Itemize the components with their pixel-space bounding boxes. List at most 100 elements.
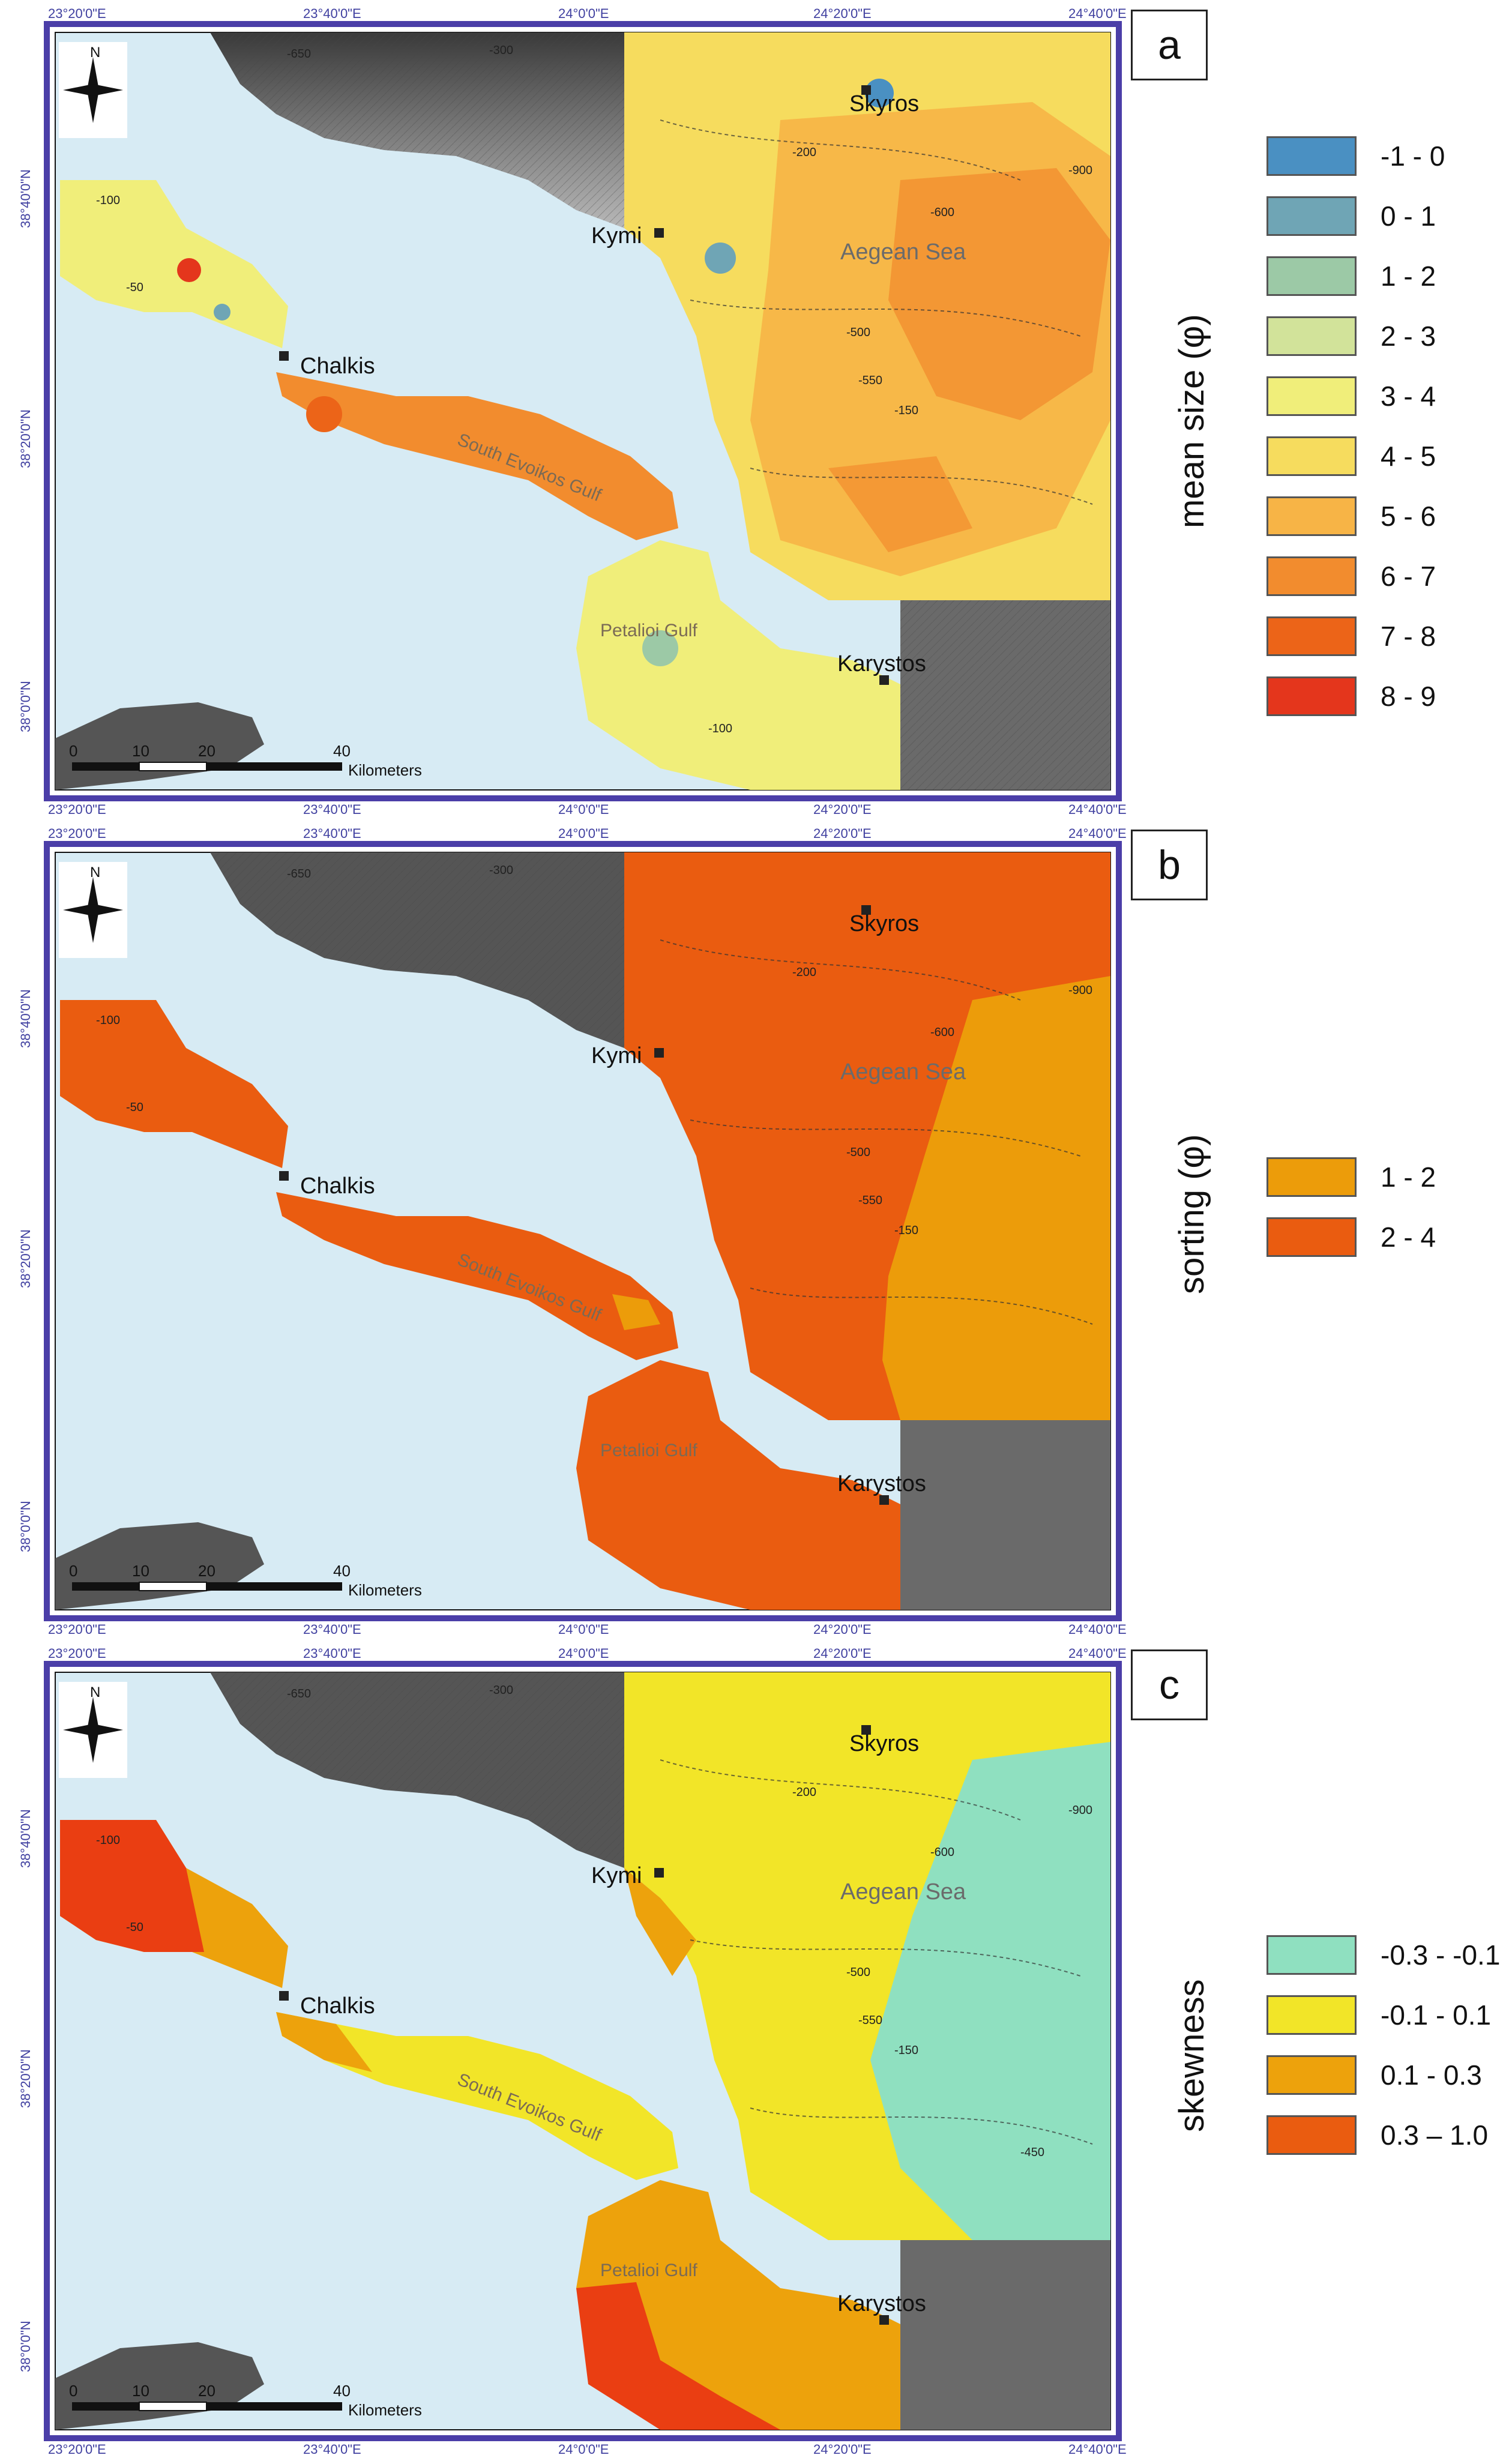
svg-text:-100: -100 [96,194,120,207]
svg-text:24°40'0"E: 24°40'0"E [1068,1622,1127,1637]
label-aegean: Aegean Sea [840,239,966,265]
legend-item: 2 - 3 [1267,315,1436,357]
north-evoikos-field [60,180,288,348]
svg-text:-600: -600 [930,206,954,219]
svg-text:20: 20 [198,1562,215,1580]
legend-item: -1 - 0 [1267,135,1445,177]
label-karystos: Karystos [837,651,926,676]
legend-swatch [1267,1157,1357,1197]
label-petalioi: Petalioi Gulf [600,1441,697,1460]
south-evoikos-field [276,372,678,540]
map-c: N 0 10 20 40 Kilometers Skyros Kymi Chal… [18,1646,1127,2457]
label-petalioi: Petalioi Gulf [600,2261,697,2280]
legend-item: 0.1 - 0.3 [1267,2054,1482,2096]
svg-text:24°0'0"E: 24°0'0"E [558,1622,609,1637]
svg-text:23°20'0"E: 23°20'0"E [48,2442,106,2457]
scale-bar: 0 10 20 40 Kilometers [69,1562,422,1599]
svg-text:-50: -50 [126,1101,143,1114]
svg-text:24°20'0"E: 24°20'0"E [813,826,872,841]
svg-text:24°40'0"E: 24°40'0"E [1068,802,1127,817]
svg-text:23°20'0"E: 23°20'0"E [48,826,106,841]
svg-text:-300: -300 [489,864,513,877]
svg-text:38°20'0"N: 38°20'0"N [18,409,33,468]
legend-swatch [1267,1935,1357,1975]
svg-text:10: 10 [132,742,149,760]
legend-item: 7 - 8 [1267,615,1436,657]
panel-c: N 0 10 20 40 Kilometers Skyros Kymi Chal… [0,1640,1512,2460]
svg-text:-50: -50 [126,281,143,294]
north-arrow: N [59,862,127,958]
svg-text:-200: -200 [792,966,816,979]
legend-item: -0.3 - -0.1 [1267,1934,1500,1976]
legend-item: 8 - 9 [1267,675,1436,717]
svg-text:23°40'0"E: 23°40'0"E [303,826,361,841]
svg-text:-50: -50 [126,1921,143,1934]
svg-text:24°40'0"E: 24°40'0"E [1068,1646,1127,1661]
south-evoikos-field [276,2012,678,2180]
svg-text:40: 40 [333,2382,351,2400]
svg-text:-200: -200 [792,146,816,159]
svg-text:-650: -650 [287,867,311,881]
legend-swatch [1267,256,1357,296]
legend-swatch [1267,2115,1357,2155]
svg-text:-150: -150 [894,2044,918,2057]
svg-text:23°40'0"E: 23°40'0"E [303,802,361,817]
legend-swatch [1267,1995,1357,2035]
svg-text:-550: -550 [858,374,882,387]
petalioi-field [576,1360,900,1610]
svg-text:23°40'0"E: 23°40'0"E [303,2442,361,2457]
variable-label-c: skewness [1172,1979,1211,2132]
svg-text:20: 20 [198,742,215,760]
variable-label-b: sorting (φ) [1172,1134,1211,1294]
svg-text:-300: -300 [489,44,513,57]
label-petalioi: Petalioi Gulf [600,621,697,640]
north-label: N [90,1684,100,1700]
svg-text:24°20'0"E: 24°20'0"E [813,1622,872,1637]
north-arrow: N [59,1682,127,1778]
svg-text:24°40'0"E: 24°40'0"E [1068,6,1127,21]
svg-text:38°0'0"N: 38°0'0"N [18,1501,33,1552]
svg-text:40: 40 [333,1562,351,1580]
north-label: N [90,864,100,881]
scale-bar: 0 10 20 40 Kilometers [69,742,422,779]
north-label: N [90,44,100,61]
petalioi-field [576,540,900,790]
scale-bar: 0 10 20 40 Kilometers [69,2382,422,2419]
panel-letter-c: c [1131,1649,1208,1720]
svg-text:38°20'0"N: 38°20'0"N [18,2049,33,2108]
svg-text:-600: -600 [930,1846,954,1859]
north-arrow: N [59,42,127,138]
svg-text:0: 0 [69,2382,77,2400]
svg-text:-900: -900 [1068,1804,1092,1817]
legend-swatch [1267,616,1357,656]
svg-text:24°40'0"E: 24°40'0"E [1068,826,1127,841]
svg-text:-500: -500 [846,1966,870,1979]
svg-text:-100: -100 [708,722,732,735]
svg-text:23°20'0"E: 23°20'0"E [48,802,106,817]
svg-text:24°0'0"E: 24°0'0"E [558,826,609,841]
svg-text:20: 20 [198,2382,215,2400]
svg-text:24°0'0"E: 24°0'0"E [558,6,609,21]
legend-item: 0.3 – 1.0 [1267,2114,1488,2156]
north-evoikos-field [60,1000,288,1168]
label-aegean: Aegean Sea [840,1879,966,1905]
svg-text:38°40'0"N: 38°40'0"N [18,1809,33,1868]
svg-text:38°40'0"N: 38°40'0"N [18,989,33,1048]
svg-text:Kilometers: Kilometers [348,1581,422,1599]
label-karystos: Karystos [837,2291,926,2316]
legend-item: 6 - 7 [1267,555,1436,597]
svg-text:23°40'0"E: 23°40'0"E [303,1646,361,1661]
label-karystos: Karystos [837,1471,926,1496]
svg-text:23°20'0"E: 23°20'0"E [48,6,106,21]
legend-swatch [1267,196,1357,236]
svg-text:0: 0 [69,1562,77,1580]
svg-text:23°20'0"E: 23°20'0"E [48,1622,106,1637]
legend-item: 5 - 6 [1267,495,1436,537]
legend-item: 1 - 2 [1267,1156,1436,1198]
legend-swatch [1267,376,1357,416]
svg-text:24°40'0"E: 24°40'0"E [1068,2442,1127,2457]
svg-text:24°0'0"E: 24°0'0"E [558,1646,609,1661]
svg-text:38°0'0"N: 38°0'0"N [18,2321,33,2372]
svg-text:24°20'0"E: 24°20'0"E [813,802,872,817]
label-kymi: Kymi [591,1863,642,1888]
